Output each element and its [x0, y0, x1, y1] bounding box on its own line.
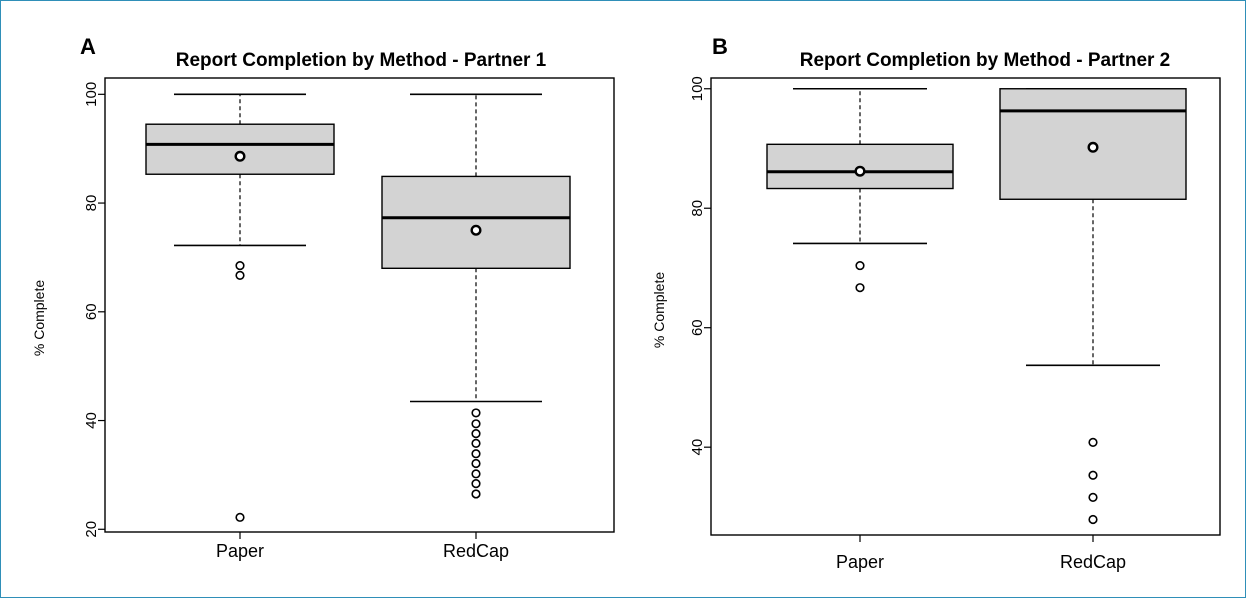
box-paper: [766, 87, 954, 293]
mean-marker: [854, 165, 866, 177]
outlier-point: [235, 270, 245, 280]
outlier-point: [1088, 470, 1098, 480]
outlier-point: [1088, 514, 1098, 525]
y-tick-label: 20: [83, 521, 100, 538]
outlier-point: [471, 419, 481, 429]
outlier-point: [1088, 492, 1098, 502]
plot-area: 40 60 80 100 Paper RedCap: [689, 76, 1221, 572]
box-redcap: [381, 93, 571, 499]
x-category-label: Paper: [836, 552, 884, 572]
outlier-point: [235, 260, 245, 271]
outlier-point: [235, 512, 245, 522]
chart-title: Report Completion by Method - Partner 1: [176, 50, 547, 71]
y-tick-label: 60: [689, 319, 706, 336]
outlier-point: [471, 458, 481, 469]
iqr-box: [145, 123, 335, 175]
outlier-point: [471, 489, 481, 499]
outlier-point: [471, 469, 481, 479]
iqr-box: [766, 143, 954, 190]
plot-area: 20 40 60 80 100 Paper RedCap: [83, 77, 615, 561]
y-tick-label: 100: [689, 76, 706, 101]
x-category-label: Paper: [216, 541, 264, 561]
outlier-point: [855, 260, 865, 271]
y-tick-label: 60: [83, 303, 100, 320]
y-tick-label: 40: [83, 412, 100, 429]
y-tick-label: 80: [689, 200, 706, 217]
y-tick-label: 100: [83, 82, 100, 107]
panel-label: B: [712, 34, 728, 59]
x-category-label: RedCap: [1060, 552, 1126, 572]
chart-title: Report Completion by Method - Partner 2: [800, 50, 1171, 71]
mean-marker: [1087, 141, 1099, 153]
outlier-point: [1088, 437, 1098, 448]
outlier-point: [471, 408, 481, 418]
outlier-point: [855, 283, 865, 293]
plot-frame: [710, 77, 1221, 536]
panel-a: A Report Completion by Method - Partner …: [31, 34, 547, 356]
x-category-label: RedCap: [443, 541, 509, 561]
panel-b: B Report Completion by Method - Partner …: [651, 34, 1170, 348]
iqr-box: [381, 175, 571, 269]
outlier-point: [471, 438, 481, 448]
plot-frame: [104, 77, 615, 533]
y-tick-label: 40: [689, 439, 706, 456]
y-axis-label: % Complete: [31, 280, 47, 356]
panel-label: A: [80, 34, 96, 59]
box-redcap: [999, 87, 1187, 525]
mean-marker: [470, 224, 482, 236]
y-tick-label: 80: [83, 195, 100, 212]
outlier-point: [471, 428, 481, 439]
outlier-point: [471, 449, 481, 459]
box-paper: [145, 93, 335, 522]
outlier-point: [471, 479, 481, 489]
mean-marker: [234, 150, 246, 162]
y-axis-label: % Complete: [651, 272, 667, 348]
